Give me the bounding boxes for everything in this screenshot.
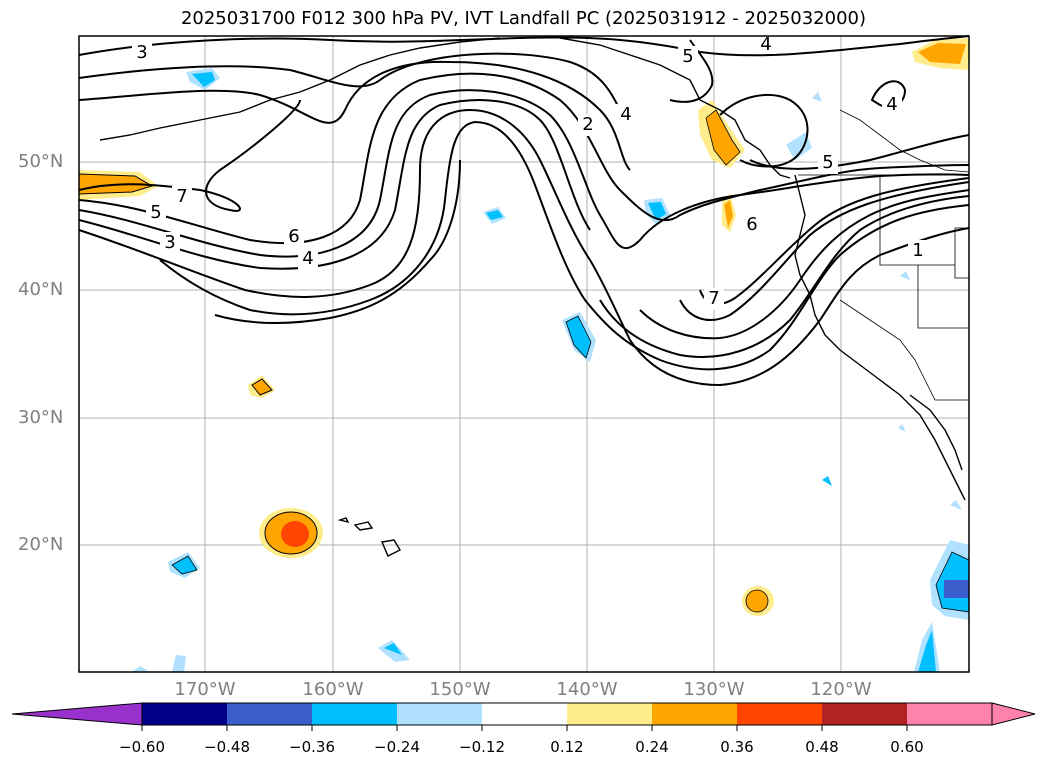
colorbar-swatch [907, 703, 992, 725]
lon-label: 170°W [174, 679, 236, 700]
colorbar-swatch [312, 703, 397, 725]
contour-label: 3 [164, 232, 175, 253]
lon-label: 120°W [810, 679, 872, 700]
contour-label-group: 3 7 5 3 6 4 2 4 5 4 4 5 6 7 1 [132, 32, 928, 310]
map-title: 2025031700 F012 300 hPa PV, IVT Landfall… [180, 8, 867, 29]
lon-label: 160°W [302, 679, 364, 700]
lat-label: 40°N [18, 279, 64, 300]
colorbar-tick-label: −0.12 [459, 738, 505, 756]
contour-label: 4 [302, 248, 313, 269]
contour-label: 1 [912, 240, 923, 261]
colorbar-tick-label: −0.60 [119, 738, 165, 756]
contour-label: 5 [150, 202, 161, 223]
colorbar-swatch [397, 703, 482, 725]
contour-label: 6 [746, 214, 757, 235]
lon-label: 150°W [429, 679, 491, 700]
lat-label: 20°N [18, 534, 64, 555]
colorbar-over-arrow [991, 702, 1036, 726]
colorbar-tick-label: −0.24 [374, 738, 420, 756]
contour-label: 5 [682, 46, 693, 67]
lat-label: 50°N [18, 151, 64, 172]
contour-label: 6 [288, 226, 299, 247]
contour-label: 2 [582, 114, 593, 135]
colorbar-swatch [737, 703, 822, 725]
colorbar-tick-label: −0.36 [289, 738, 335, 756]
contour-label: 3 [136, 42, 147, 63]
colorbar-tick-label: −0.48 [204, 738, 250, 756]
colorbar-swatch [142, 703, 227, 725]
colorbar-swatch [652, 703, 737, 725]
contour-label: 7 [176, 186, 187, 207]
colorbar-tick-label: 0.60 [890, 738, 924, 756]
lon-label: 140°W [556, 679, 618, 700]
colorbar-swatch [227, 703, 312, 725]
lon-label: 130°W [683, 679, 745, 700]
colorbar-swatch [482, 703, 567, 725]
contour-label: 5 [822, 152, 833, 173]
colorbar-swatch [567, 703, 652, 725]
lat-label: 30°N [18, 407, 64, 428]
colorbar-tick-label: 0.36 [720, 738, 754, 756]
colorbar-swatch [822, 703, 907, 725]
contour-label: 4 [760, 34, 771, 55]
coastlines [99, 37, 966, 557]
colorbar [11, 702, 1036, 731]
contour-label: 4 [886, 94, 897, 115]
map-frame [78, 35, 970, 673]
borders [798, 109, 970, 401]
contour-label: 4 [620, 104, 631, 125]
colorbar-tick-label: 0.24 [635, 738, 669, 756]
colorbar-under-arrow [11, 702, 143, 726]
map-area [79, 36, 969, 672]
contour-label: 7 [708, 288, 719, 309]
colorbar-tick-label: 0.12 [550, 738, 584, 756]
colorbar-tick-label: 0.48 [805, 738, 839, 756]
